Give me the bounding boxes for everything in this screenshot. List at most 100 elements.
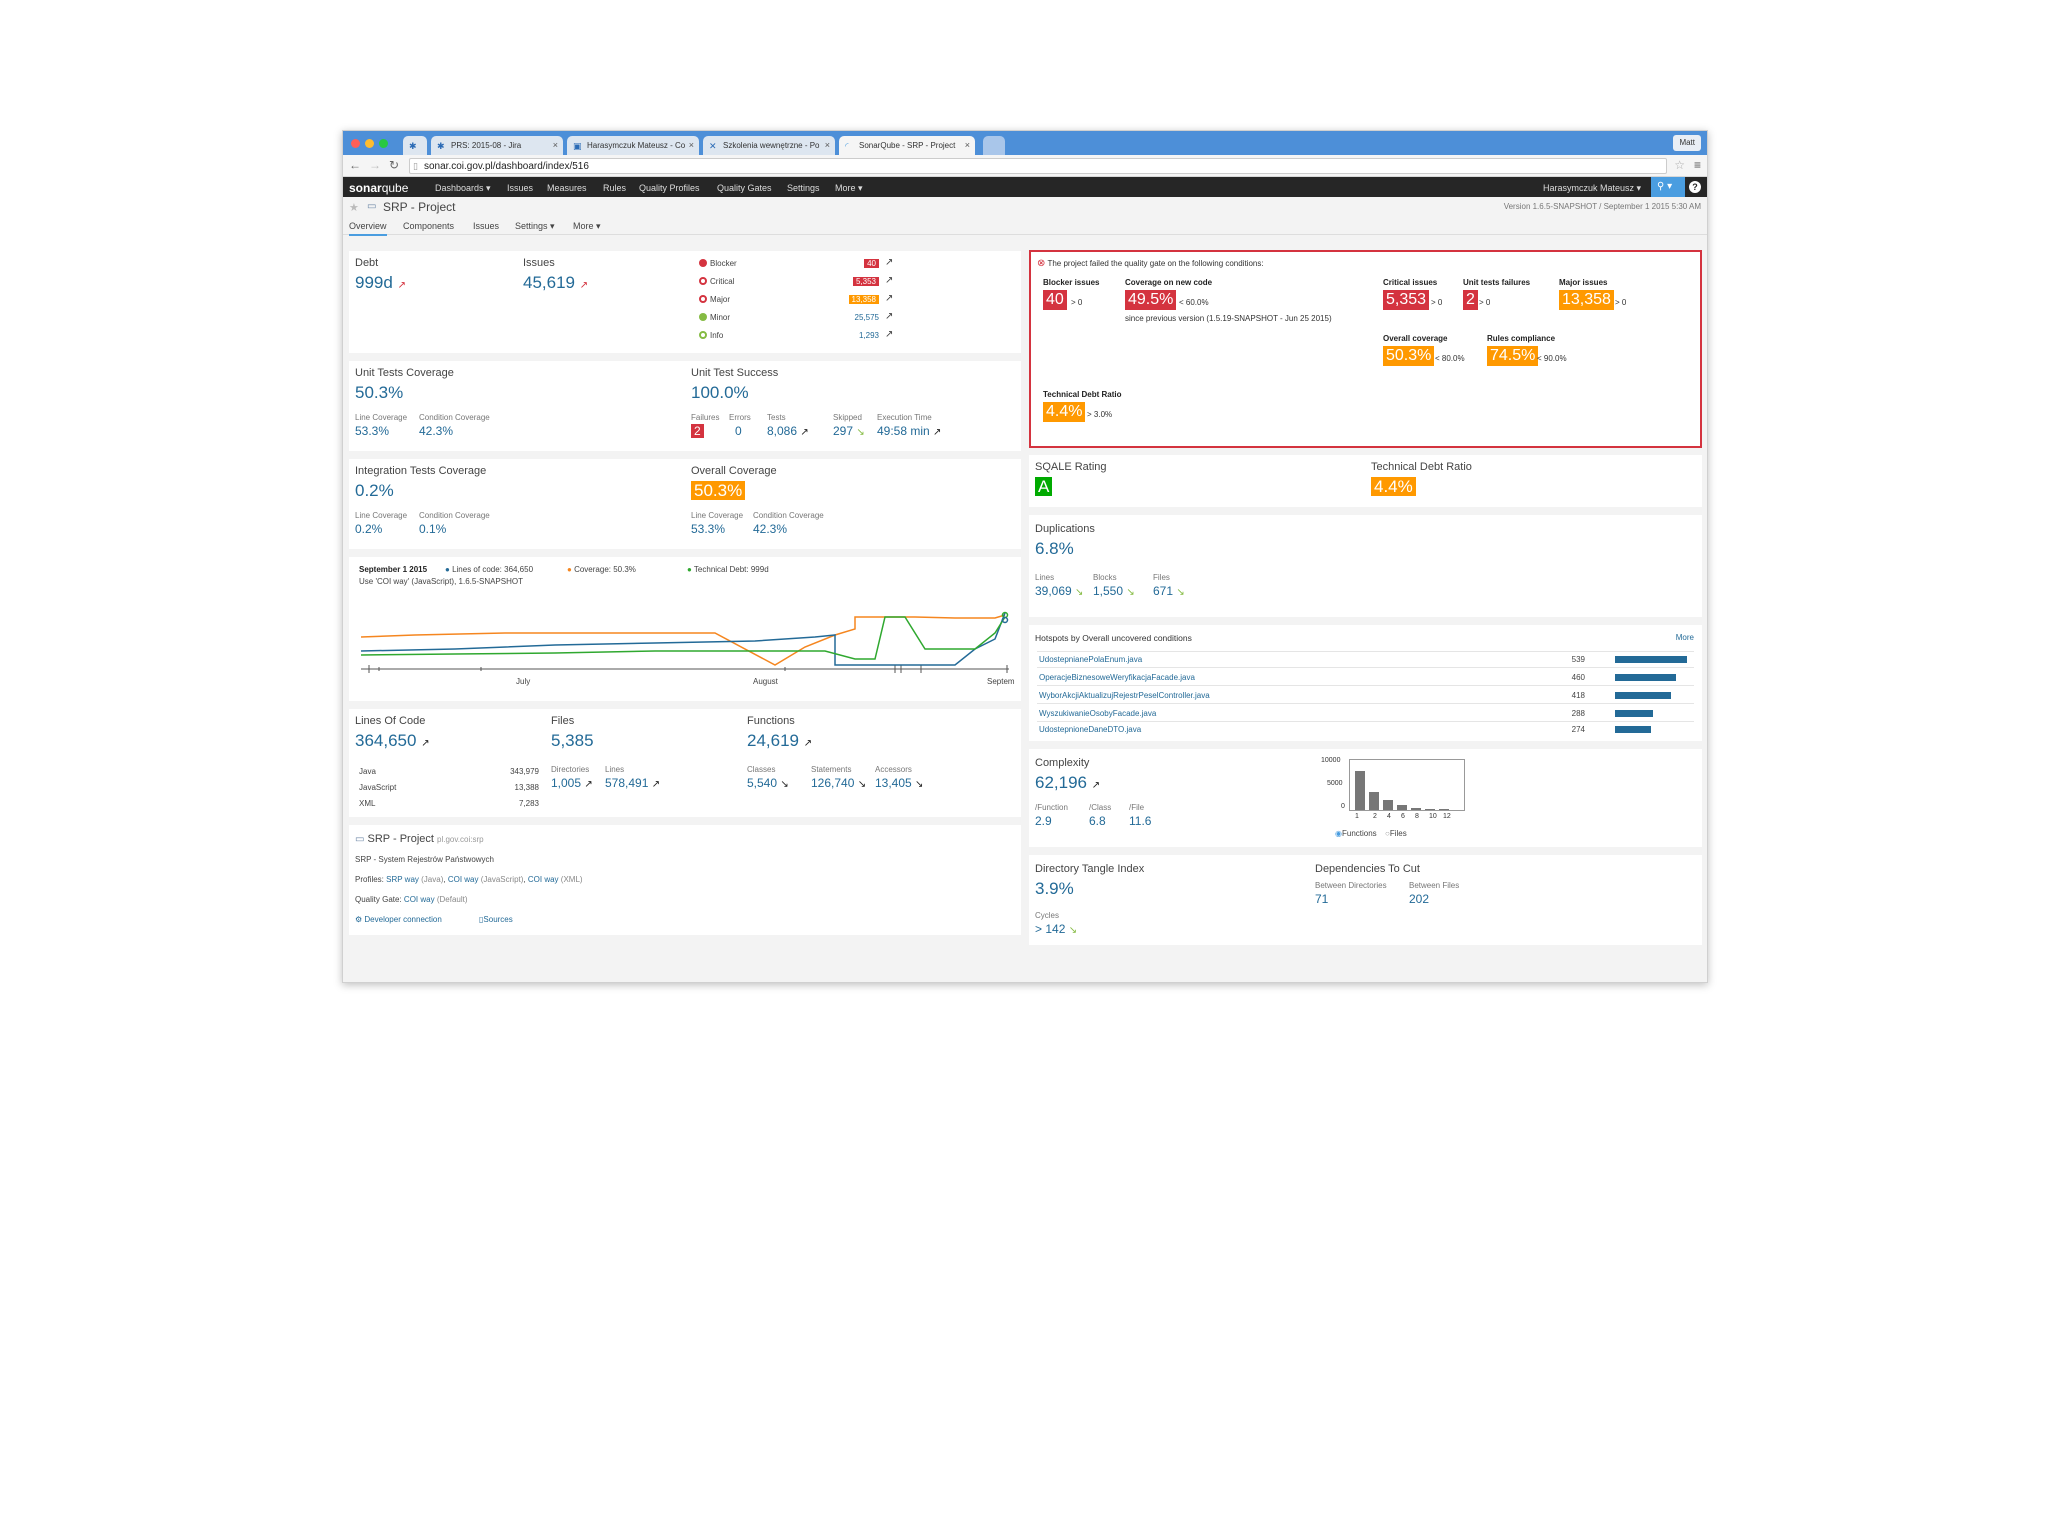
browser-menu-icon[interactable]: ≡ (1693, 158, 1701, 172)
minimize-window-button[interactable] (365, 139, 374, 148)
profile-link-srp[interactable]: SRP way (386, 875, 419, 884)
address-input[interactable]: ▯ sonar.coi.gov.pl/dashboard/index/516 (409, 158, 1667, 174)
radio-files[interactable]: ○Files (1385, 829, 1407, 838)
complexity-distribution-chart[interactable] (1349, 759, 1465, 811)
severity-critical[interactable]: Critical (699, 277, 734, 286)
hotspot-file-2[interactable]: OperacjeBiznesoweWeryfikacjaFacade.java (1039, 673, 1195, 682)
statements-value[interactable]: 126,740 ↘ (811, 776, 866, 790)
qg-major-value[interactable]: 13,358 (1559, 290, 1614, 310)
nav-measures[interactable]: Measures (547, 183, 587, 193)
nav-quality-gates[interactable]: Quality Gates (717, 183, 772, 193)
per-class-value[interactable]: 6.8 (1089, 814, 1106, 828)
dup-lines-value[interactable]: 39,069 ↘ (1035, 584, 1083, 598)
severity-minor[interactable]: Minor (699, 313, 730, 322)
accessors-value[interactable]: 13,405 ↘ (875, 776, 923, 790)
hotspots-more-link[interactable]: More (1675, 633, 1694, 642)
close-tab-icon[interactable]: × (552, 140, 558, 150)
tests-value[interactable]: 8,086 ↗ (767, 424, 809, 438)
qg-overall-coverage-value[interactable]: 50.3% (1383, 346, 1435, 366)
close-tab-icon[interactable]: × (688, 140, 694, 150)
user-menu[interactable]: Harasymczuk Mateusz ▾ (1542, 183, 1641, 193)
severity-major[interactable]: Major (699, 295, 730, 304)
qg-critical-value[interactable]: 5,353 (1383, 290, 1430, 310)
unit-coverage-value[interactable]: 50.3% (355, 383, 404, 402)
complexity-value[interactable]: 62,196 ↗ (1035, 773, 1100, 793)
tab-components[interactable]: Components (403, 221, 455, 231)
close-tab-icon[interactable]: × (964, 140, 970, 150)
quality-gate-link[interactable]: COI way (403, 895, 435, 904)
tab-szkolenia[interactable]: ✕ Szkolenia wewnętrzne - Po × (703, 136, 835, 155)
dup-files-value[interactable]: 671 ↘ (1153, 584, 1185, 598)
cycles-value[interactable]: > 142 ↘ (1035, 922, 1077, 936)
hotspot-file-1[interactable]: UdostepnianePolaEnum.java (1039, 655, 1143, 664)
debt-ratio-value[interactable]: 4.4% (1371, 477, 1416, 497)
issues-value[interactable]: 45,619 ↗ (523, 273, 588, 293)
qg-debt-ratio-value[interactable]: 4.4% (1043, 402, 1086, 422)
condition-coverage-value[interactable]: 42.3% (419, 424, 454, 438)
tab-more[interactable]: More ▾ (573, 221, 601, 231)
favorite-star-icon[interactable]: ★ (349, 202, 359, 214)
tab-confluence[interactable]: ▣ Harasymczuk Mateusz - Co × (567, 136, 699, 155)
profile-link-coi-xml[interactable]: COI way (527, 875, 559, 884)
lines-value[interactable]: 578,491 ↗ (605, 776, 660, 790)
major-count[interactable]: 13,358 (819, 295, 879, 304)
qg-rules-compliance-value[interactable]: 74.5% (1487, 346, 1539, 366)
bookmark-star-icon[interactable]: ☆ (1674, 158, 1685, 172)
failures-value[interactable]: 2 (691, 424, 704, 438)
it-line-value[interactable]: 0.2% (355, 522, 383, 536)
profile-link-coi-js[interactable]: COI way (447, 875, 479, 884)
tab-settings[interactable]: Settings ▾ (515, 221, 555, 231)
nav-quality-profiles[interactable]: Quality Profiles (639, 183, 700, 193)
severity-blocker[interactable]: Blocker (699, 259, 737, 268)
nav-rules[interactable]: Rules (603, 183, 627, 193)
sources-link[interactable]: ▯Sources (479, 915, 513, 924)
functions-value[interactable]: 24,619 ↗ (747, 731, 812, 751)
minor-count[interactable]: 25,575 (854, 313, 879, 322)
qg-failures-value[interactable]: 2 (1463, 290, 1478, 310)
classes-value[interactable]: 5,540 ↘ (747, 776, 789, 790)
directories-value[interactable]: 1,005 ↗ (551, 776, 593, 790)
tangle-value[interactable]: 3.9% (1035, 879, 1074, 898)
maximize-window-button[interactable] (379, 139, 388, 148)
qg-blocker-value[interactable]: 40 (1043, 290, 1067, 310)
nav-dashboards[interactable]: Dashboards ▾ (435, 183, 491, 193)
close-window-button[interactable] (351, 139, 360, 148)
severity-info[interactable]: Info (699, 331, 723, 340)
info-count[interactable]: 1,293 (858, 331, 879, 340)
sonarqube-logo[interactable]: sonarqube (349, 181, 408, 195)
nav-more[interactable]: More ▾ (835, 183, 863, 193)
back-arrow-icon[interactable]: ← (349, 158, 361, 172)
developer-connection-link[interactable]: ⚙ Developer connection (355, 915, 442, 924)
hotspot-file-3[interactable]: WyborAkcjiAktualizujRejestrPeselControll… (1039, 691, 1210, 700)
overall-cond-value[interactable]: 42.3% (753, 522, 788, 536)
tab-sonarqube[interactable]: ◜ SonarQube - SRP - Project × (839, 136, 975, 155)
tab-overview[interactable]: Overview (349, 221, 387, 236)
dup-blocks-value[interactable]: 1,550 ↘ (1093, 584, 1135, 598)
search-button[interactable]: ⚲ ▾ (1651, 177, 1685, 197)
close-tab-icon[interactable]: × (824, 140, 830, 150)
tab-jira[interactable]: ✱ PRS: 2015-08 - Jira × (431, 136, 563, 155)
critical-count[interactable]: 5,353 (819, 277, 879, 286)
nav-issues[interactable]: Issues (507, 183, 534, 193)
timeline-chart[interactable] (355, 587, 1015, 697)
execution-time-value[interactable]: 49:58 min ↗ (877, 424, 941, 438)
per-function-value[interactable]: 2.9 (1035, 814, 1052, 828)
errors-value[interactable]: 0 (735, 424, 742, 438)
it-coverage-value[interactable]: 0.2% (355, 481, 394, 500)
line-coverage-value[interactable]: 53.3% (355, 424, 390, 438)
duplications-value[interactable]: 6.8% (1035, 539, 1074, 558)
skipped-value[interactable]: 297 ↘ (833, 424, 865, 438)
forward-arrow-icon[interactable]: → (369, 158, 381, 172)
between-dirs-value[interactable]: 71 (1315, 892, 1329, 906)
overall-coverage-value[interactable]: 50.3% (691, 481, 746, 501)
debt-value[interactable]: 999d ↗ (355, 273, 406, 293)
files-value[interactable]: 5,385 (551, 731, 594, 750)
hotspot-file-4[interactable]: WyszukiwanieOsobyFacade.java (1039, 709, 1157, 718)
new-tab-button[interactable] (983, 136, 1005, 155)
hotspot-file-5[interactable]: UdostepnioneDaneDTO.java (1039, 725, 1142, 734)
overall-line-value[interactable]: 53.3% (691, 522, 726, 536)
help-icon[interactable]: ? (1689, 181, 1701, 193)
radio-functions[interactable]: ◉Functions (1335, 829, 1377, 838)
nav-settings[interactable]: Settings (787, 183, 820, 193)
it-cond-value[interactable]: 0.1% (419, 522, 447, 536)
